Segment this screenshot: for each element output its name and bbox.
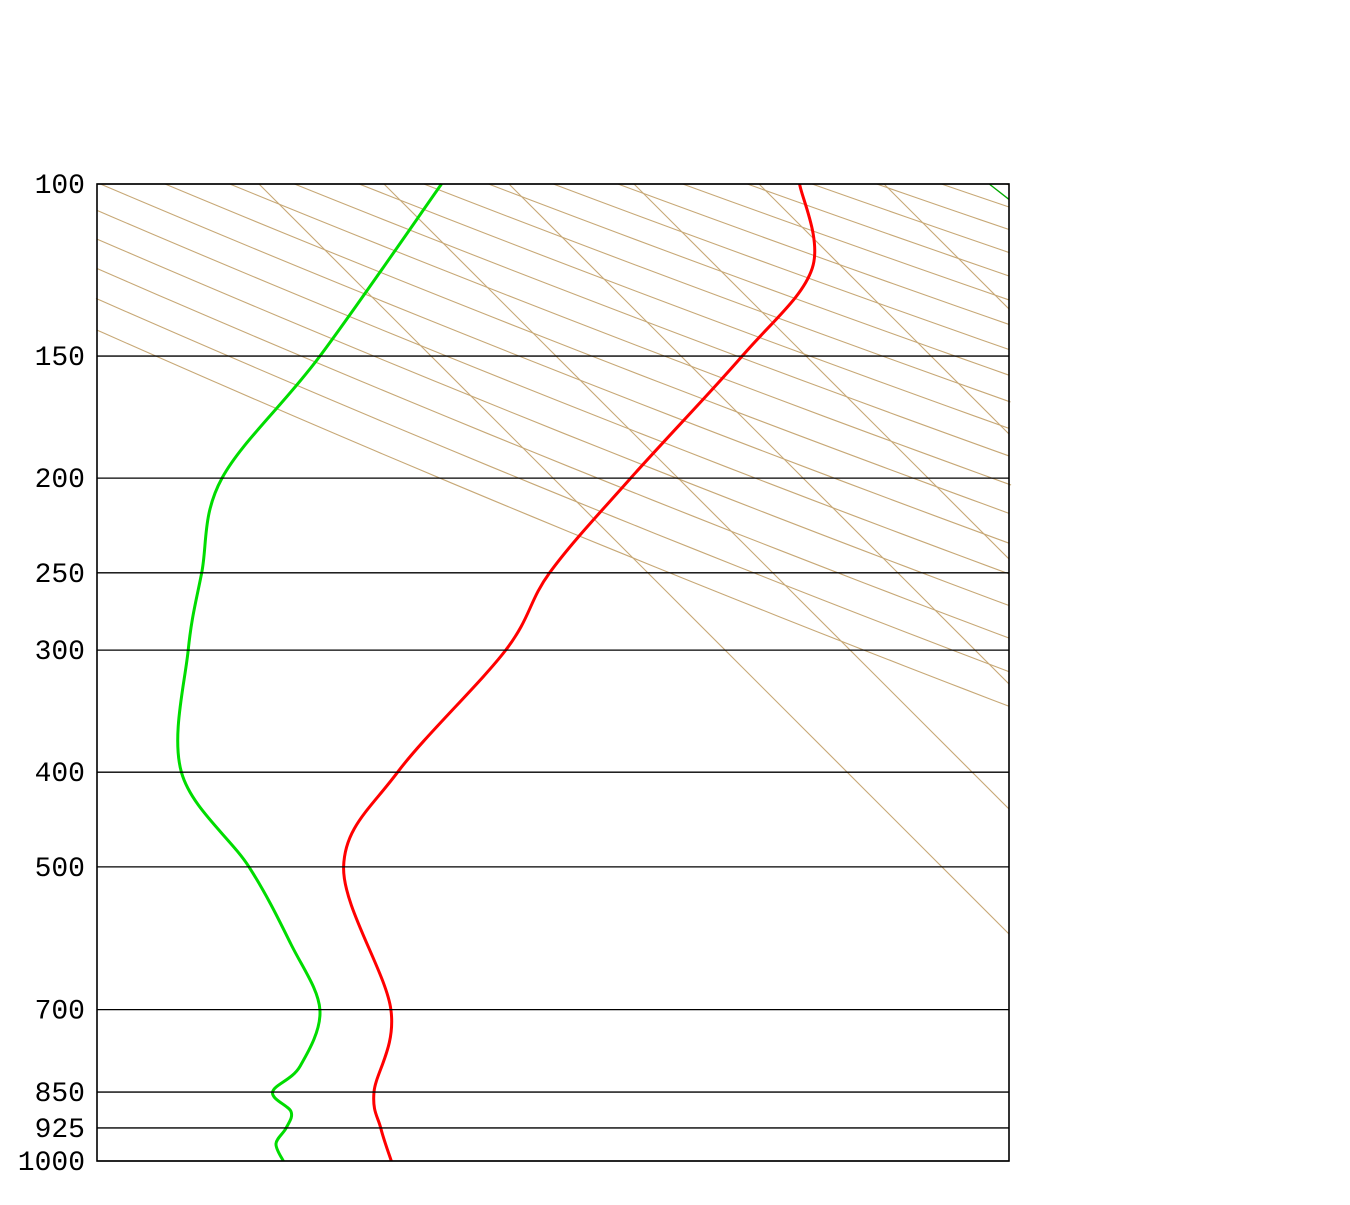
svg-text:100: 100 bbox=[35, 171, 85, 202]
svg-text:300: 300 bbox=[35, 637, 85, 668]
svg-text:400: 400 bbox=[35, 759, 85, 790]
svg-text:700: 700 bbox=[35, 997, 85, 1028]
svg-text:1000: 1000 bbox=[18, 1148, 85, 1179]
svg-text:150: 150 bbox=[35, 343, 85, 374]
svg-text:200: 200 bbox=[35, 465, 85, 496]
svg-text:500: 500 bbox=[35, 854, 85, 885]
svg-text:250: 250 bbox=[35, 560, 85, 591]
svg-text:850: 850 bbox=[35, 1079, 85, 1110]
svg-text:925: 925 bbox=[35, 1115, 85, 1146]
